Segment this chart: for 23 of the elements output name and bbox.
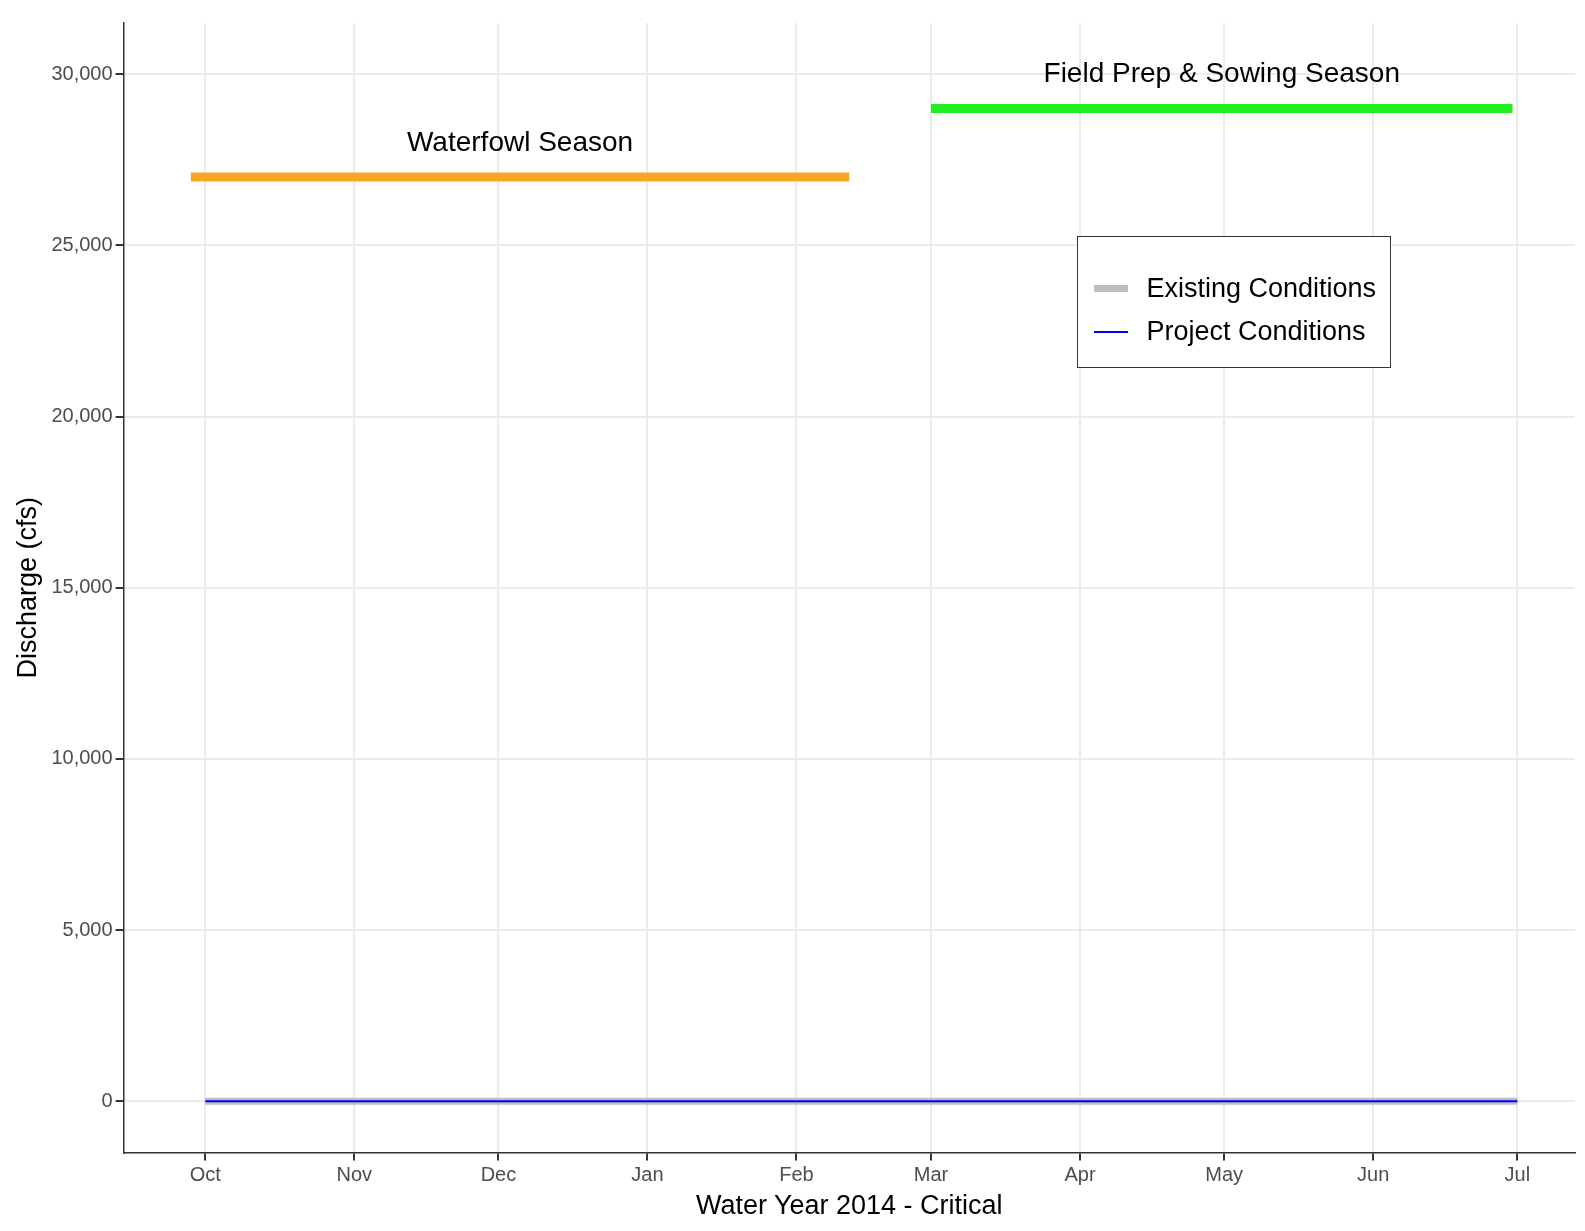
x-tick-label: May (1205, 1163, 1244, 1186)
y-tick-label: 15,000 (51, 575, 113, 598)
legend-label: Existing Conditions (1146, 273, 1376, 304)
x-axis-title: Water Year 2014 - Critical (695, 1190, 1003, 1221)
annotation: Field Prep & Sowing Season (1043, 57, 1400, 89)
x-tick-label: Jan (631, 1163, 664, 1186)
y-tick-label: 5,000 (62, 917, 113, 940)
y-tick-label: 20,000 (51, 404, 113, 427)
x-tick-label: Jul (1504, 1163, 1531, 1186)
x-tick-label: Feb (779, 1163, 814, 1186)
y-axis-title: Discharge (cfs) (11, 497, 42, 679)
y-tick-label: 10,000 (51, 746, 113, 769)
y-tick-label: 25,000 (51, 233, 113, 256)
x-tick-label: Dec (480, 1163, 517, 1186)
legend-label: Project Conditions (1146, 316, 1366, 347)
y-tick-label: 30,000 (51, 61, 113, 84)
x-tick-label: Nov (336, 1163, 373, 1186)
x-tick-label: Mar (913, 1163, 949, 1186)
annotation: Waterfowl Season (406, 125, 634, 157)
y-tick-label: 0 (101, 1088, 113, 1111)
x-tick-label: Oct (189, 1163, 222, 1186)
x-tick-label: Apr (1064, 1163, 1096, 1186)
x-tick-label: Jun (1357, 1163, 1390, 1186)
